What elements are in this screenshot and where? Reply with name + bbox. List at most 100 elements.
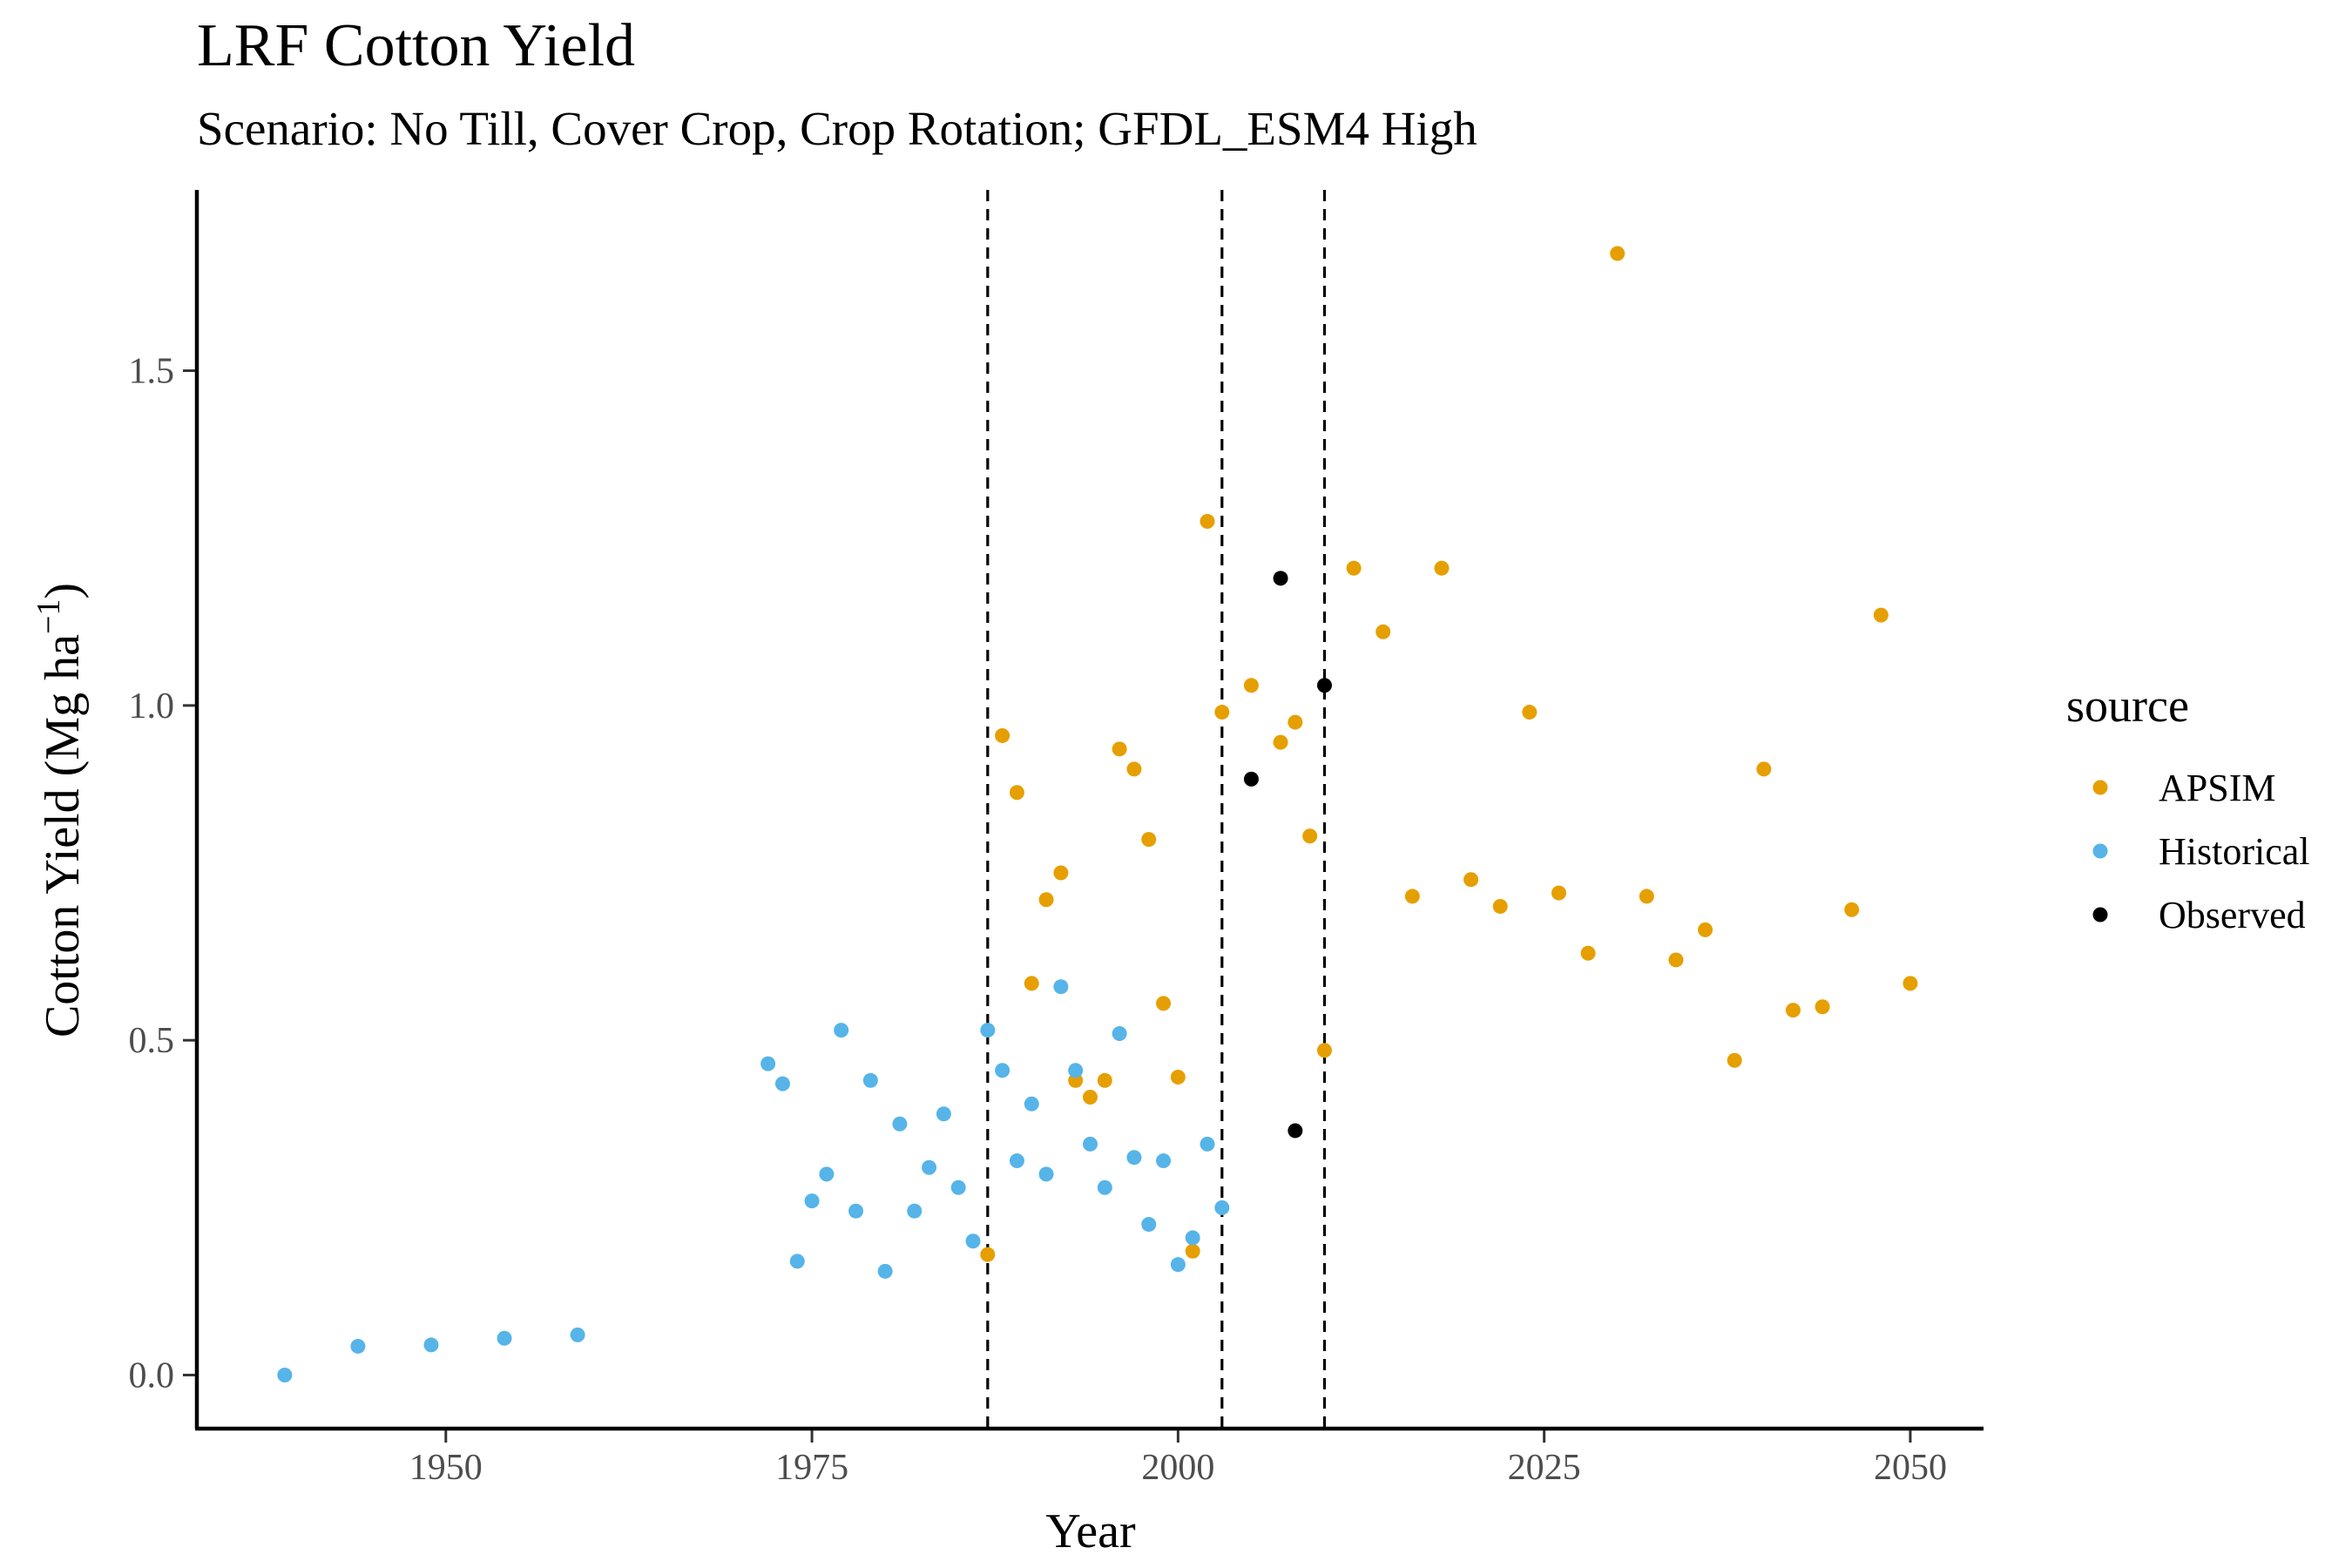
- point-historical: [804, 1193, 820, 1209]
- y-tick-label: 0.5: [129, 1021, 175, 1061]
- point-apsim: [1097, 1072, 1112, 1088]
- y-axis-title-main: Cotton Yield (Mg ha: [36, 634, 90, 1037]
- x-tick-label: 2050: [1874, 1448, 1947, 1488]
- point-historical: [995, 1063, 1010, 1078]
- point-apsim: [1668, 952, 1684, 968]
- point-apsim: [1185, 1243, 1200, 1259]
- point-historical: [789, 1254, 805, 1269]
- point-apsim: [1580, 945, 1596, 961]
- y-axis-title-superscript: −1: [30, 599, 67, 634]
- point-apsim: [1273, 734, 1288, 750]
- point-historical: [760, 1056, 776, 1071]
- y-tick-label: 0.0: [129, 1356, 175, 1396]
- point-apsim: [1024, 976, 1039, 991]
- point-historical: [936, 1106, 951, 1122]
- point-apsim: [1727, 1052, 1742, 1068]
- legend-label-apsim: APSIM: [2159, 767, 2276, 809]
- point-apsim: [1126, 761, 1142, 777]
- y-tick-label: 1.5: [129, 352, 175, 392]
- point-apsim: [1522, 705, 1538, 720]
- point-historical: [423, 1337, 439, 1353]
- point-historical: [1156, 1153, 1172, 1169]
- legend-key-observed: [2092, 907, 2108, 923]
- point-observed: [1243, 771, 1259, 787]
- point-apsim: [1243, 678, 1259, 693]
- point-historical: [1053, 979, 1069, 995]
- legend-label-historical: Historical: [2159, 830, 2310, 873]
- point-historical: [570, 1327, 585, 1342]
- point-apsim: [1698, 922, 1713, 937]
- point-historical: [1185, 1230, 1200, 1246]
- point-historical: [1083, 1136, 1098, 1152]
- point-apsim: [1346, 560, 1362, 576]
- point-historical: [980, 1023, 996, 1038]
- reference-lines: [986, 190, 1327, 1429]
- point-historical: [1038, 1166, 1054, 1182]
- point-observed: [1273, 571, 1288, 586]
- point-historical: [965, 1233, 981, 1249]
- point-apsim: [1844, 902, 1860, 917]
- point-apsim: [1639, 889, 1654, 904]
- x-axis-title: Year: [1045, 1504, 1136, 1558]
- point-apsim: [1873, 607, 1889, 623]
- point-apsim: [1200, 513, 1215, 529]
- chart-subtitle: Scenario: No Till, Cover Crop, Crop Rota…: [197, 102, 1477, 155]
- point-apsim: [1009, 785, 1024, 801]
- point-historical: [277, 1368, 293, 1383]
- point-historical: [848, 1203, 864, 1219]
- point-historical: [350, 1338, 366, 1354]
- point-historical: [862, 1072, 878, 1088]
- point-apsim: [1214, 705, 1230, 720]
- point-apsim: [1083, 1090, 1098, 1105]
- point-historical: [1170, 1257, 1186, 1273]
- point-historical: [1024, 1096, 1039, 1112]
- point-apsim: [1756, 761, 1772, 777]
- point-apsim: [1170, 1069, 1186, 1085]
- point-apsim: [1404, 889, 1420, 904]
- point-apsim: [980, 1247, 996, 1262]
- x-tick-label: 1975: [775, 1448, 848, 1488]
- data-points: [277, 246, 1918, 1383]
- x-ticks: 1950 1975 2000 2025 2050: [409, 1430, 1947, 1488]
- point-historical: [497, 1330, 512, 1346]
- x-tick-label: 2025: [1508, 1448, 1581, 1488]
- point-apsim: [1551, 885, 1566, 901]
- x-tick-label: 1950: [409, 1448, 483, 1488]
- point-historical: [819, 1166, 835, 1182]
- legend-key-apsim: [2092, 780, 2108, 795]
- chart-title: LRF Cotton Yield: [197, 12, 636, 79]
- point-historical: [877, 1263, 893, 1279]
- point-apsim: [1434, 560, 1450, 576]
- point-apsim: [1156, 996, 1172, 1011]
- point-apsim: [1302, 828, 1318, 844]
- point-apsim: [1610, 246, 1625, 261]
- legend-key-historical: [2092, 843, 2108, 859]
- point-apsim: [1903, 976, 1918, 991]
- x-tick-label: 2000: [1141, 1448, 1214, 1488]
- point-apsim: [1316, 1043, 1332, 1058]
- point-apsim: [1141, 832, 1157, 848]
- point-historical: [922, 1159, 937, 1175]
- point-apsim: [995, 727, 1010, 743]
- point-historical: [1214, 1200, 1230, 1215]
- legend-title: source: [2066, 679, 2189, 732]
- point-historical: [1068, 1063, 1084, 1078]
- y-axis-title-close: ): [36, 583, 90, 599]
- point-apsim: [1492, 898, 1508, 914]
- point-observed: [1288, 1123, 1303, 1139]
- point-apsim: [1288, 714, 1303, 730]
- legend: source APSIM Historical Observed: [2066, 679, 2310, 936]
- legend-label-observed: Observed: [2159, 894, 2306, 936]
- point-historical: [1009, 1153, 1024, 1169]
- point-historical: [1112, 1025, 1127, 1041]
- y-ticks: 0.0 0.5 1.0 1.5: [129, 352, 195, 1396]
- point-observed: [1316, 678, 1332, 693]
- point-historical: [1097, 1179, 1112, 1195]
- point-historical: [907, 1203, 923, 1219]
- point-historical: [950, 1179, 966, 1195]
- y-tick-label: 1.0: [129, 686, 175, 727]
- point-historical: [834, 1023, 849, 1038]
- point-historical: [892, 1116, 908, 1132]
- point-apsim: [1375, 624, 1391, 639]
